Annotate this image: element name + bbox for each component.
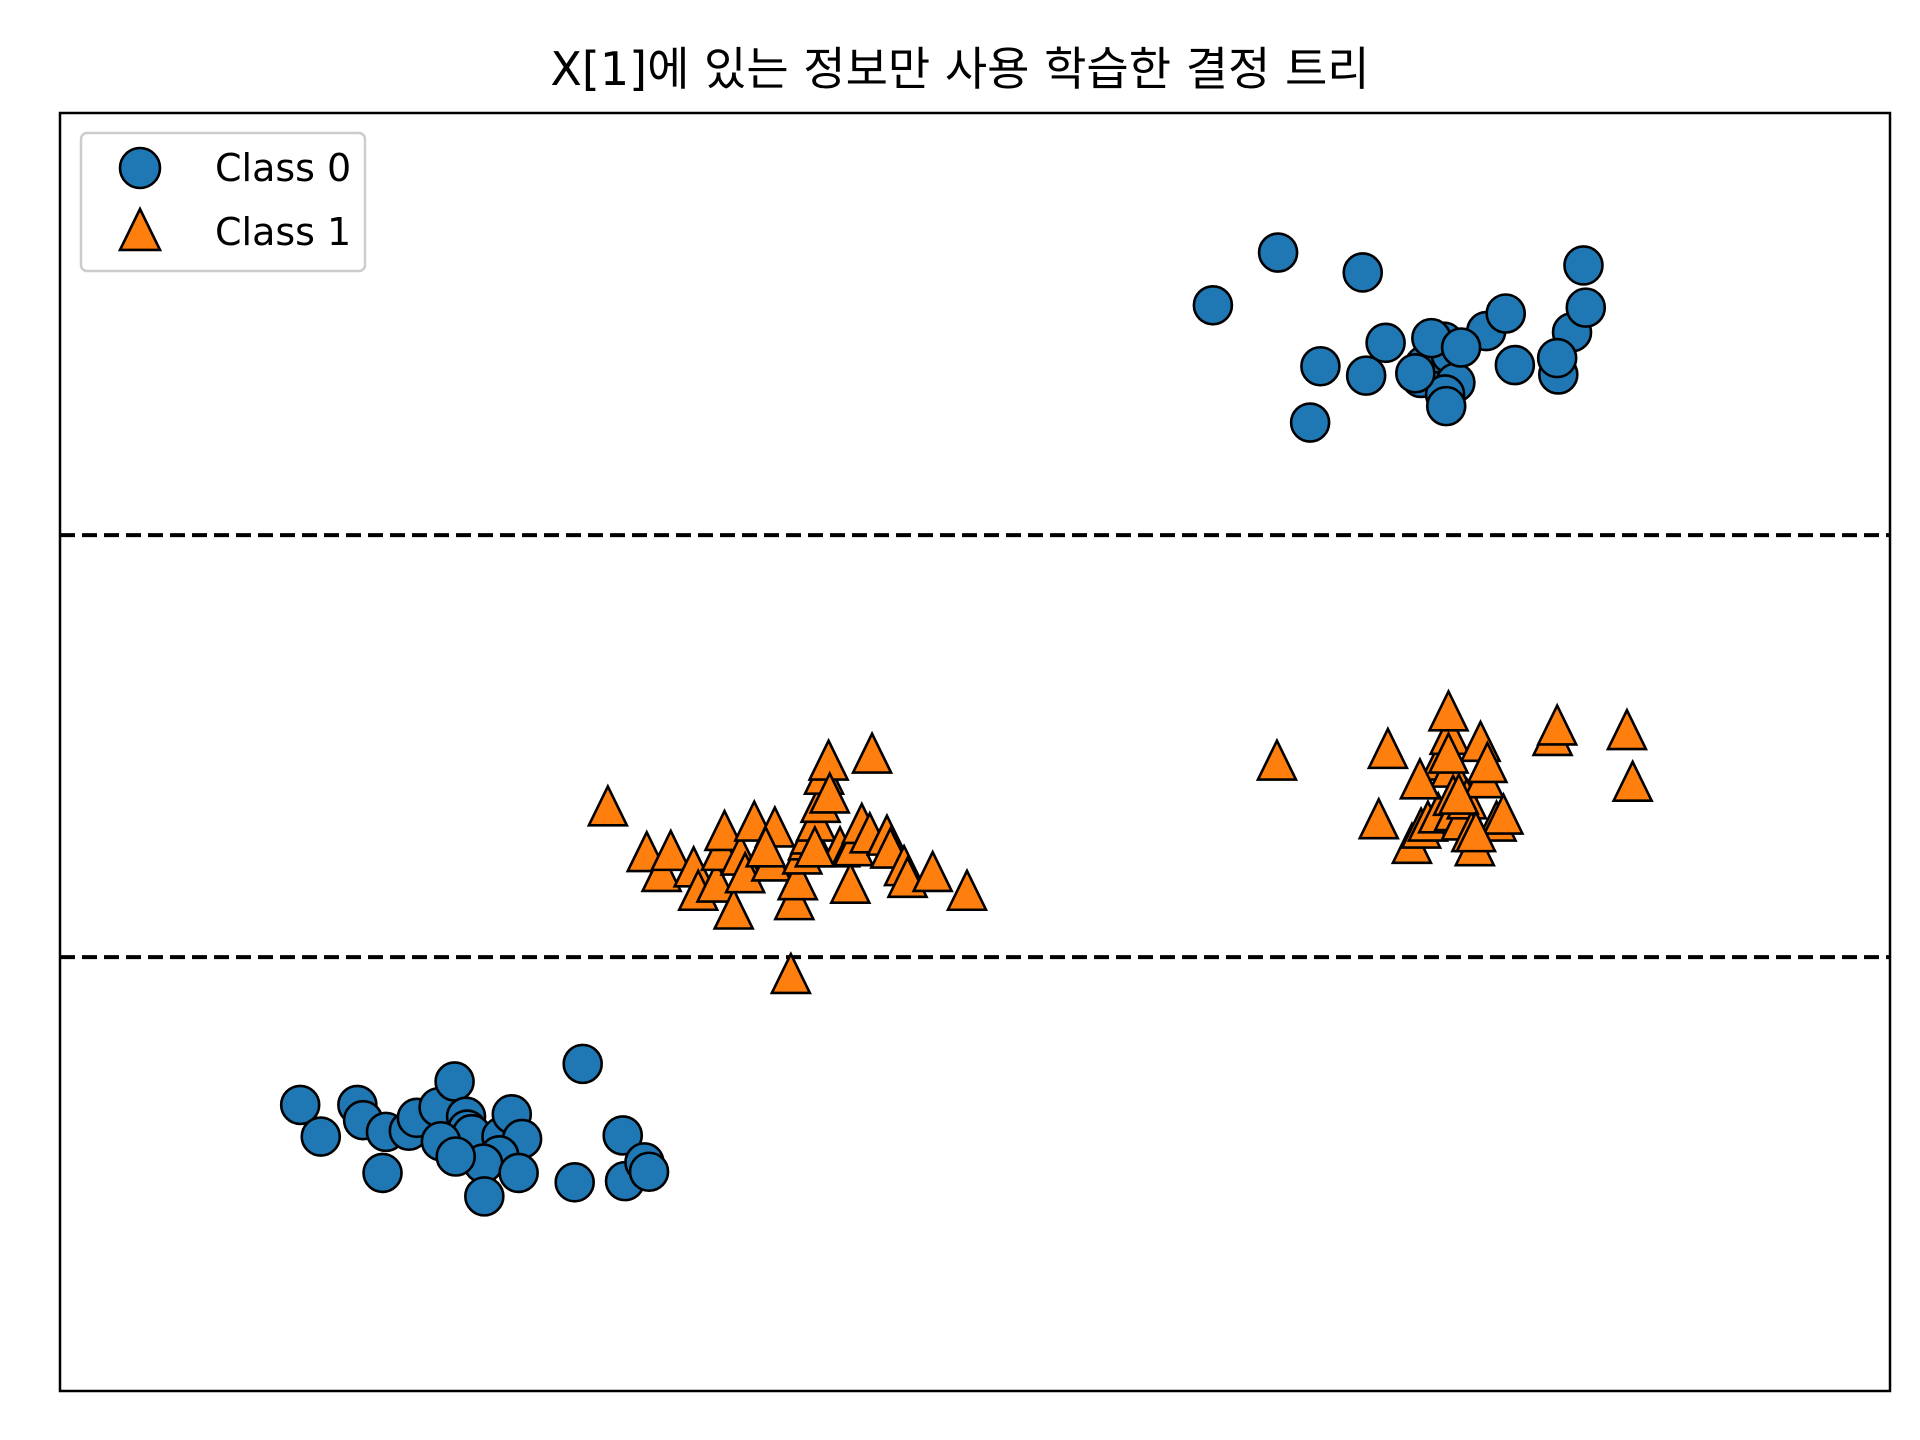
class-0-point-48 [554, 1161, 595, 1203]
class-0-point-23 [1565, 287, 1607, 328]
class-0-point-55 [435, 1136, 477, 1177]
class-0-point-53 [628, 1151, 670, 1193]
class-1-point-71 [744, 824, 787, 868]
chart-title: X[1]에 있는 정보만 사용 학습한 결정 트리 [550, 42, 1369, 96]
class-1-point-58 [829, 860, 872, 905]
class-0-point-3 [1342, 252, 1384, 293]
class-1-point-42 [724, 850, 767, 894]
class-1-point-24 [1536, 702, 1579, 746]
class-1-point-70 [793, 824, 836, 868]
class-0-point-6 [1345, 355, 1387, 396]
class-1-point-46 [769, 951, 812, 995]
class-0-point-16 [1425, 385, 1467, 427]
class-0-point-5 [1300, 345, 1341, 387]
class-1-point-29 [1454, 809, 1498, 853]
class-0-point-19 [1494, 344, 1536, 386]
legend-marker-class-0 [118, 146, 162, 190]
class-1-point-34 [649, 828, 692, 872]
class-0-point-27 [1395, 352, 1436, 394]
class-1-point-10 [1427, 688, 1470, 732]
class-1-point-1 [1255, 737, 1299, 781]
class-0-point-2 [1257, 232, 1299, 273]
class-0-point-22 [1563, 245, 1604, 286]
legend-label-class-1: Class 1 [215, 210, 351, 254]
class-1-point-3 [1357, 796, 1400, 840]
class-0-point-49 [562, 1043, 603, 1085]
class-1-point-69 [945, 867, 989, 912]
class-0-point-4 [1289, 402, 1331, 443]
class-1-point-22 [1482, 791, 1525, 835]
class-0-point-46 [464, 1176, 505, 1217]
class-0-point-51 [602, 1115, 644, 1156]
plot-area-frame [58, 111, 1892, 1393]
class-0-point-37 [434, 1061, 475, 1102]
legend-label-class-0: Class 0 [215, 146, 351, 190]
class-0-point-26 [1440, 327, 1482, 368]
class-1-point-63 [850, 730, 894, 774]
class-1-point-27 [1398, 756, 1442, 800]
class-1-point-28 [1437, 771, 1480, 815]
class-0-point-31 [300, 1116, 342, 1157]
class-1-point-68 [911, 849, 954, 893]
decision-boundaries [60, 533, 1890, 960]
legend: Class 0 Class 1 [79, 131, 367, 273]
class-0-point-18 [1485, 293, 1526, 334]
class-0-point-33 [362, 1152, 403, 1194]
class-1-point-48 [776, 857, 819, 901]
legend-marker-class-1 [117, 206, 163, 252]
class-0-point-1 [1192, 284, 1234, 326]
class-1-point-33 [640, 849, 683, 893]
class-0-point-7 [1365, 322, 1406, 364]
class-0-point-47 [498, 1152, 539, 1194]
class-1-point-30 [1427, 730, 1470, 774]
class-1-point-25 [1605, 707, 1649, 751]
class-0-point-28 [279, 1084, 321, 1126]
class-1-point-2 [1366, 726, 1409, 770]
class-1-point-40 [712, 886, 755, 930]
class-1-point-31 [586, 783, 629, 827]
class-1-point-56 [808, 770, 851, 814]
class-1-point-20 [1466, 740, 1509, 784]
data-points [279, 232, 1654, 1217]
class-0-point-24 [1536, 337, 1578, 379]
class-1-point-26 [1611, 758, 1654, 802]
